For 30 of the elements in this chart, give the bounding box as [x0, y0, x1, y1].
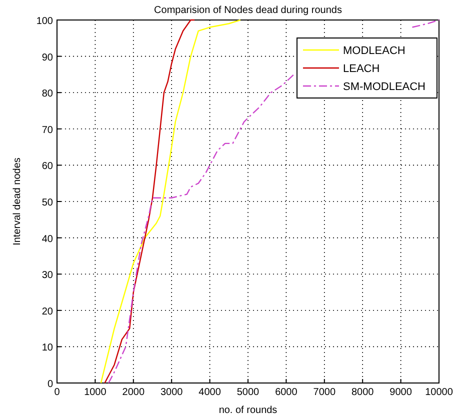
x-tick-label: 10000 [425, 387, 453, 398]
line-series [100, 19, 241, 384]
y-tick-label: 60 [42, 161, 54, 172]
y-tick-label: 20 [42, 306, 54, 318]
x-tick-label: 2000 [122, 387, 145, 398]
y-tick-label: 100 [36, 16, 54, 27]
legend-label: LEACH [343, 63, 380, 75]
legend-label: SM-MODLEACH [343, 81, 426, 93]
legend-label: MODLEACH [343, 45, 406, 57]
x-tick-label: 6000 [275, 387, 298, 398]
y-tick-label: 30 [42, 270, 54, 282]
x-tick-label: 7000 [313, 387, 336, 398]
y-tick-label: 10 [42, 342, 54, 354]
x-tick-label: 9000 [390, 387, 412, 398]
y-tick-label: 50 [42, 198, 54, 208]
y-tick-label: 80 [42, 88, 54, 100]
x-axis-title: no. of rounds [218, 405, 278, 416]
x-tick-label: 4000 [198, 387, 222, 398]
x-tick-label: 0 [54, 387, 60, 398]
x-tick-label: 5000 [236, 387, 260, 398]
y-tick-label: 70 [42, 124, 54, 136]
x-tick-label: 3000 [160, 387, 184, 398]
x-tick-label: 1000 [84, 387, 107, 398]
y-tick-label: 90 [42, 52, 54, 64]
y-axis-title: Interval dead nodes [12, 158, 23, 246]
line-series [104, 19, 196, 384]
y-tick-label: 0 [47, 379, 54, 390]
chart-title: Comparision of Nodes dead during rounds [154, 5, 342, 16]
y-tick-label: 40 [42, 234, 54, 245]
x-tick-label: 8000 [351, 387, 374, 398]
